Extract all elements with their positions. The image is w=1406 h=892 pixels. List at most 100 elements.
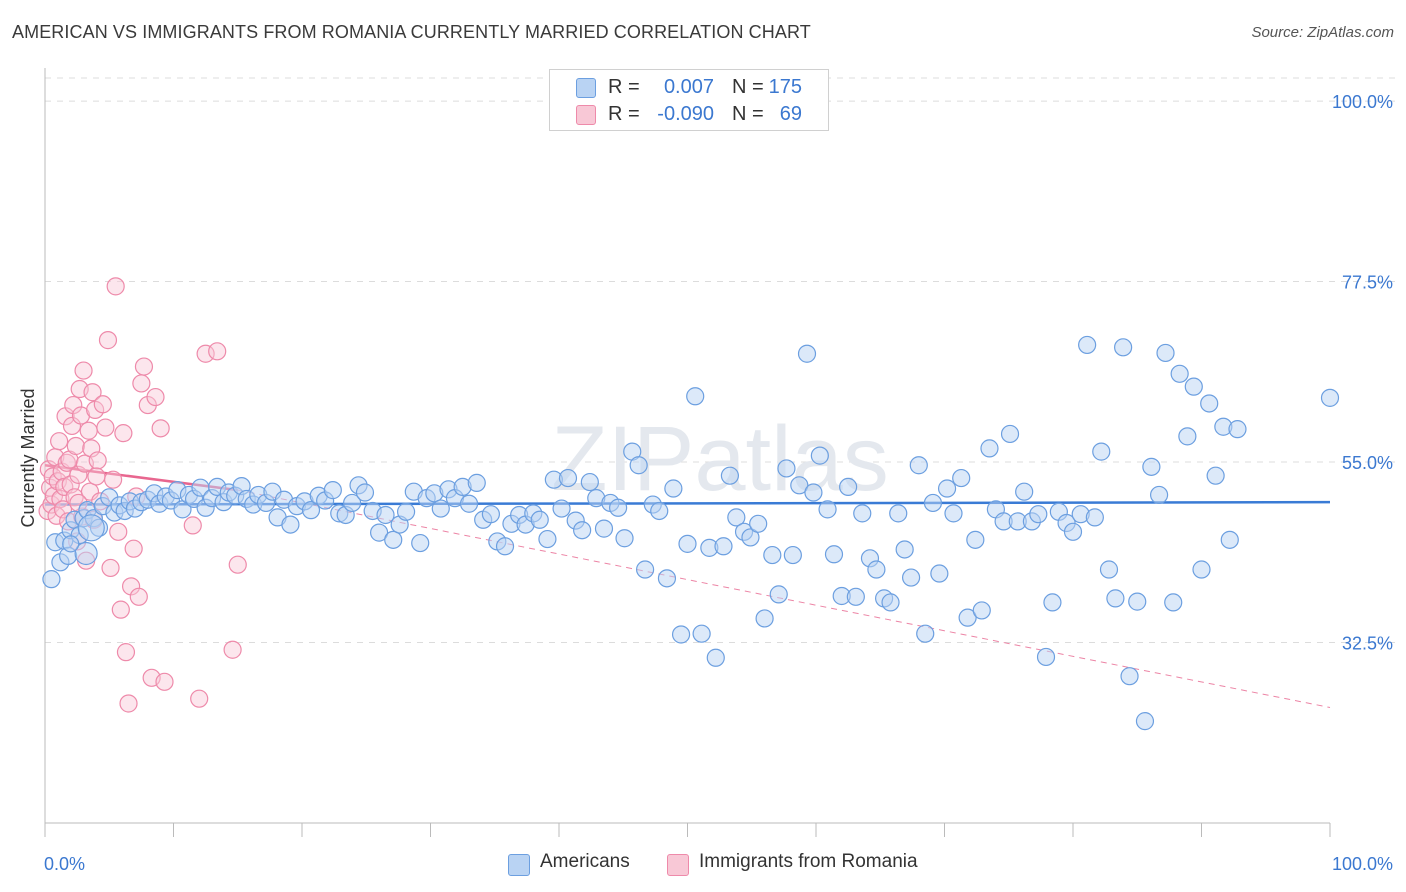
- r-value: -0.090: [657, 103, 714, 125]
- americans-point: [741, 528, 760, 547]
- romania-point: [57, 453, 76, 472]
- americans-point: [846, 587, 865, 606]
- romania-point: [98, 331, 118, 350]
- romania-point: [190, 689, 209, 708]
- americans-point: [580, 472, 599, 492]
- americans-point: [1099, 560, 1119, 579]
- romania-point: [96, 418, 115, 437]
- americans-point: [77, 514, 105, 542]
- americans-point: [635, 560, 655, 579]
- romania-point: [88, 451, 107, 470]
- romania-point: [114, 424, 133, 443]
- americans-legend-label: Americans: [540, 851, 630, 872]
- americans-point: [1200, 394, 1219, 413]
- americans-point: [1085, 508, 1104, 527]
- romania-point: [129, 587, 148, 606]
- romania-point: [183, 516, 202, 535]
- romania-point: [119, 694, 138, 713]
- americans-point: [594, 519, 614, 538]
- r-label: R =: [608, 76, 640, 98]
- americans-point: [797, 344, 817, 363]
- americans-point: [1092, 442, 1111, 461]
- romania-point: [53, 500, 73, 519]
- romania-point: [87, 467, 106, 486]
- legend-row-americans: R = 0.007 N = 175: [550, 74, 828, 100]
- romania-point: [69, 465, 88, 484]
- americans-point: [558, 468, 578, 488]
- stats-legend: R = 0.007 N = 175 R = -0.090 N = 69: [549, 69, 829, 131]
- americans-point: [1000, 424, 1020, 444]
- americans-point: [755, 609, 774, 628]
- n-value: 69: [779, 103, 802, 125]
- americans-point: [686, 387, 705, 406]
- romania-point: [101, 558, 120, 578]
- americans-point: [671, 625, 691, 644]
- americans-point: [1156, 343, 1175, 363]
- americans-point: [538, 529, 557, 549]
- romania-point: [124, 539, 143, 558]
- americans-point: [467, 473, 486, 492]
- americans-point: [1036, 647, 1056, 667]
- legend-romania[interactable]: Immigrants from Romania: [667, 851, 918, 876]
- americans-points: [42, 335, 1340, 731]
- americans-point: [1114, 338, 1133, 357]
- legend-row-romania: R = -0.090 N = 69: [550, 101, 828, 127]
- americans-point: [972, 601, 991, 620]
- romania-point: [106, 277, 125, 296]
- romania-point: [104, 470, 123, 489]
- romania-point: [155, 672, 174, 691]
- romania-point: [62, 416, 82, 436]
- americans-point: [749, 514, 768, 533]
- americans-point: [42, 570, 61, 589]
- romania-points: [38, 277, 247, 713]
- americans-point: [1206, 466, 1225, 485]
- source-label: Source: ZipAtlas.com: [1251, 24, 1394, 41]
- americans-point: [530, 510, 549, 529]
- americans-point: [431, 499, 450, 518]
- americans-point: [790, 476, 809, 495]
- americans-point: [376, 505, 395, 525]
- romania-point: [51, 489, 70, 509]
- americans-point: [281, 515, 300, 534]
- watermark: ZIPatlas: [551, 408, 888, 510]
- americans-point: [804, 483, 823, 502]
- y-tick-label: 77.5%: [1342, 273, 1393, 293]
- americans-point: [323, 481, 342, 500]
- legend-americans[interactable]: Americans: [508, 851, 630, 876]
- americans-point: [1192, 560, 1211, 579]
- americans-point: [763, 545, 782, 565]
- americans-point: [615, 529, 634, 548]
- americans-point: [552, 499, 571, 518]
- americans-point: [481, 505, 500, 524]
- americans-point: [1128, 592, 1147, 611]
- romania-point: [146, 387, 165, 407]
- americans-point: [396, 502, 416, 521]
- americans-point: [714, 537, 733, 556]
- americans-point: [980, 439, 999, 458]
- americans-point: [1164, 593, 1183, 612]
- americans-point: [1043, 593, 1062, 612]
- romania-swatch: [576, 105, 596, 125]
- americans-point: [664, 479, 683, 498]
- americans-point: [1184, 377, 1203, 396]
- r-label: R =: [608, 103, 640, 125]
- americans-point: [923, 493, 943, 513]
- americans-point: [889, 504, 908, 523]
- americans-point: [1135, 712, 1155, 731]
- romania-point: [83, 383, 102, 402]
- x-tick-label: 100.0%: [1332, 854, 1393, 874]
- x-tick-label: 0.0%: [44, 854, 85, 874]
- americans-point: [62, 535, 80, 553]
- americans-point: [909, 456, 928, 475]
- americans-point: [952, 468, 971, 488]
- americans-point: [769, 585, 788, 604]
- romania-point: [66, 436, 85, 456]
- romania-point: [132, 374, 151, 393]
- americans-point: [839, 477, 858, 496]
- romania-point: [151, 419, 170, 438]
- americans-point: [916, 624, 935, 643]
- y-tick-labels: 100.0% 77.5% 55.0% 32.5%: [1332, 92, 1393, 653]
- americans-point: [937, 479, 957, 498]
- americans-point: [609, 498, 628, 517]
- americans-point: [720, 466, 740, 485]
